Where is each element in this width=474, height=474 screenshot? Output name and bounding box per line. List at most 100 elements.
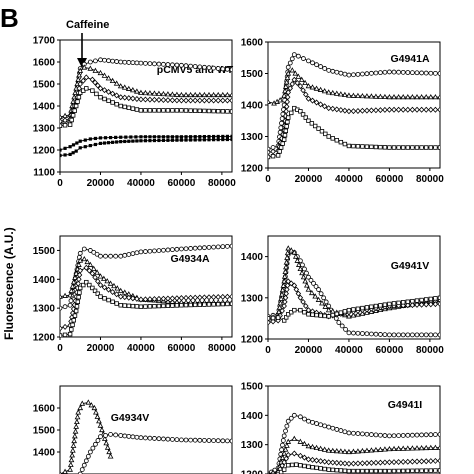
data-point [285,278,291,285]
data-point [166,135,170,139]
data-point [433,145,438,150]
data-point [378,144,383,150]
data-point [391,433,397,439]
data-point [268,154,271,160]
data-point [405,299,411,304]
data-point [117,94,124,101]
data-point [387,145,392,150]
data-point [202,245,207,251]
data-point [196,91,203,98]
data-point [283,128,289,134]
data-point [410,468,415,473]
data-point [355,92,361,98]
data-point [360,71,365,77]
data-point [170,247,175,253]
data-point [300,87,306,94]
data-point [313,284,319,289]
data-point [69,327,74,332]
data-point [79,467,85,473]
data-point [161,138,166,142]
data-point [68,287,75,293]
data-point [373,107,379,114]
data-point [72,428,79,434]
data-point [197,294,203,301]
data-point [268,319,271,326]
data-point [350,108,357,115]
data-point [355,460,361,467]
data-point [151,90,158,96]
data-point [433,468,438,473]
data-point [130,434,136,440]
data-point [330,312,335,318]
data-point [321,88,328,94]
data-point [229,438,232,444]
data-point [219,91,226,98]
data-point [338,428,344,433]
data-point [277,97,284,103]
data-point [67,302,73,308]
data-point [104,444,111,450]
chart-panel-4: 1200 1300 1400 0 20000 40000 60000 80000 G4941V [241,235,444,356]
data-point [378,70,383,76]
data-point [310,419,315,425]
data-point [279,116,285,122]
data-point [410,332,415,338]
data-point [428,468,434,473]
data-point [292,307,297,313]
data-point [73,308,79,314]
data-point [396,433,402,439]
data-point [229,293,232,300]
series-group [268,412,440,474]
data-point [325,459,332,466]
chart-panel-1: 1100 1200 1300 1400 1500 1600 1700 0 20000 40000 6… [33,36,236,190]
data-point [325,89,332,95]
data-point [147,296,153,303]
data-point [329,447,336,453]
data-point [281,92,288,98]
data-point [138,435,144,441]
data-point [414,301,420,308]
data-point [280,282,287,288]
caffeine-arrow-head [77,58,87,68]
data-point [97,282,104,289]
data-point [192,64,198,69]
data-point [395,459,402,465]
data-point [373,432,379,438]
data-point [395,106,402,113]
data-point [77,290,82,295]
data-point [321,295,327,301]
data-point [92,79,98,86]
y-tick-label: 1500 [33,80,56,91]
y-tick-label: 1200 [241,335,264,346]
data-point [342,468,348,473]
data-point [69,117,74,123]
data-point [151,96,158,103]
data-point [179,138,184,142]
data-point [147,248,153,254]
data-point [210,294,217,301]
data-point [160,295,167,302]
data-point [179,62,184,68]
data-point [138,108,144,113]
y-tick-label: 1300 [33,124,56,135]
data-point [184,138,188,142]
data-point [432,106,439,113]
data-point [197,302,203,307]
data-point [285,418,291,424]
data-point [346,92,352,98]
data-point [283,79,290,85]
data-point [201,91,208,98]
data-point [98,136,103,140]
y-tick-label: 1400 [33,102,56,113]
data-point [224,293,231,300]
data-point [210,97,217,104]
data-point [387,433,392,439]
data-point [382,145,388,150]
data-point [351,307,356,312]
data-point [309,456,316,463]
data-point [147,90,153,96]
data-point [409,93,416,100]
data-point [364,93,370,99]
data-point [359,460,366,467]
data-point [373,144,379,150]
